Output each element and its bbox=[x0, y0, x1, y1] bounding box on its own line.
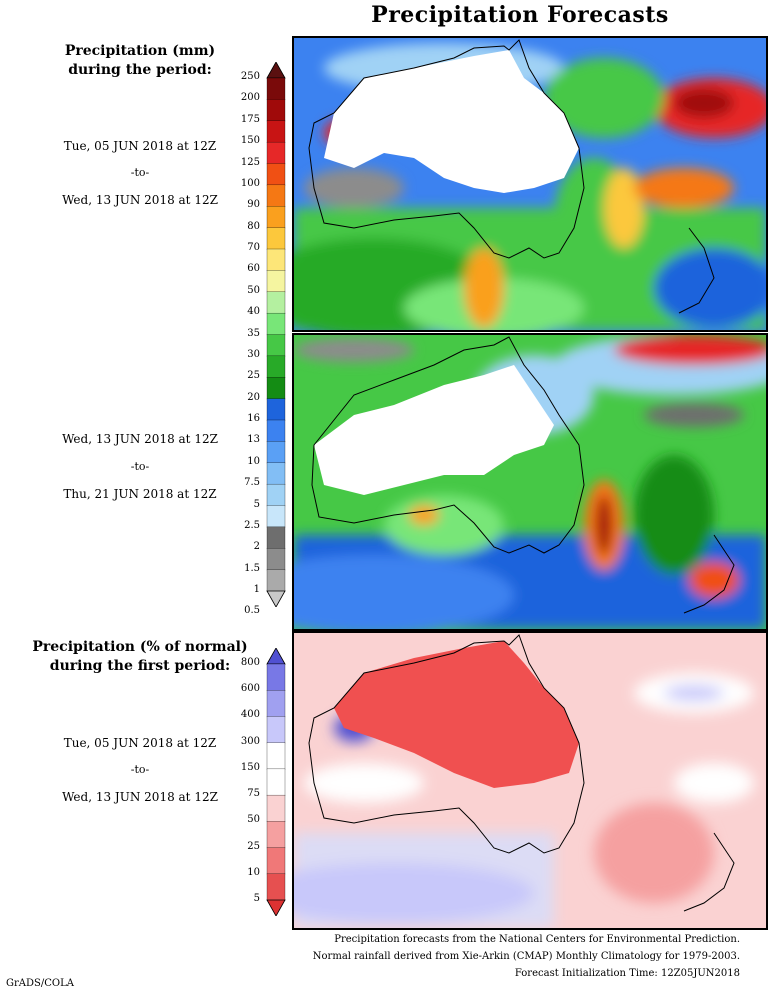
colorbar-tick-label: 50 bbox=[247, 814, 260, 826]
colorbar-segment bbox=[266, 548, 286, 571]
legend-bottom-heading-line1: Precipitation (% of normal) bbox=[32, 639, 248, 655]
colorbar-tick-label: 800 bbox=[240, 657, 260, 668]
map-percent-canvas bbox=[294, 633, 766, 928]
colorbar-tick-label: 0.5 bbox=[244, 605, 260, 617]
map-period2-canvas bbox=[294, 335, 766, 629]
colorbar-tick-label: 40 bbox=[247, 306, 260, 318]
period3-from: Tue, 05 JUN 2018 at 12Z bbox=[63, 736, 217, 750]
colorbar-tick-label: 20 bbox=[247, 391, 260, 403]
colorbar-tick-label: 400 bbox=[240, 709, 260, 721]
colorbar-tick-label: 10 bbox=[247, 866, 260, 878]
period3-sep: -to- bbox=[130, 763, 150, 776]
colorbar-tick-label: 200 bbox=[240, 92, 260, 104]
colorbar-tick-label: 13 bbox=[247, 434, 260, 446]
colorbar-tick-label: 2.5 bbox=[244, 519, 260, 531]
colorbar-segment bbox=[266, 873, 286, 901]
colorbar-segment bbox=[266, 821, 286, 849]
colorbar-top-arrow bbox=[266, 648, 286, 665]
map-period2-precip bbox=[292, 333, 768, 631]
colorbar-top-arrow bbox=[266, 62, 286, 79]
colorbar-segment bbox=[266, 569, 286, 592]
legend-top-heading-line2: during the period: bbox=[68, 62, 212, 78]
colorbar-segment bbox=[266, 334, 286, 357]
credit-label: GrADS/COLA bbox=[6, 978, 74, 989]
colorbar-segment bbox=[266, 206, 286, 229]
colorbar-tick-label: 150 bbox=[240, 761, 260, 773]
colorbar-tick-label: 90 bbox=[247, 199, 260, 211]
colorbar-segment bbox=[266, 663, 286, 691]
colorbar-tick-label: 25 bbox=[247, 370, 260, 382]
colorbar-tick-label: 25 bbox=[247, 840, 260, 852]
period1-sep: -to- bbox=[130, 166, 150, 179]
colorbar-segment bbox=[266, 120, 286, 143]
colorbar-bottom-arrow bbox=[266, 590, 286, 607]
period2-from: Wed, 13 JUN 2018 at 12Z bbox=[62, 432, 218, 446]
colorbar-tick-label: 5 bbox=[253, 498, 260, 510]
page-title: Precipitation Forecasts bbox=[371, 2, 669, 28]
colorbar-bottom-arrow bbox=[266, 899, 286, 916]
colorbar-tick-label: 5 bbox=[253, 893, 260, 904]
colorbar-tick-label: 1.5 bbox=[244, 562, 260, 574]
legend-top-heading-line1: Precipitation (mm) bbox=[64, 43, 216, 59]
colorbar-segment bbox=[266, 227, 286, 250]
colorbar-segment bbox=[266, 462, 286, 485]
colorbar-segment bbox=[266, 690, 286, 718]
colorbar-segment bbox=[266, 716, 286, 744]
colorbar-segment bbox=[266, 163, 286, 186]
colorbar-segment bbox=[266, 742, 286, 770]
footer-line1: Precipitation forecasts from the Nationa… bbox=[334, 934, 740, 945]
colorbar-segment bbox=[266, 291, 286, 314]
colorbar-tick-label: 30 bbox=[247, 348, 260, 360]
colorbar-tick-label: 75 bbox=[247, 788, 260, 800]
colorbar-segment bbox=[266, 768, 286, 796]
colorbar-tick-label: 125 bbox=[240, 156, 260, 168]
colorbar-tick-label: 10 bbox=[247, 455, 260, 467]
colorbar-tick-label: 60 bbox=[247, 263, 260, 275]
legend-bottom-heading-line2: during the first period: bbox=[49, 658, 231, 674]
colorbar-segment bbox=[266, 77, 286, 101]
colorbar-segment bbox=[266, 99, 286, 122]
colorbar-tick-label: 250 bbox=[240, 71, 260, 82]
colorbar-segment bbox=[266, 184, 286, 207]
colorbar-tick-label: 175 bbox=[240, 113, 260, 125]
colorbar-segment bbox=[266, 847, 286, 875]
colorbar-segment bbox=[266, 141, 286, 165]
colorbar-segment bbox=[266, 483, 286, 507]
colorbar-tick-label: 600 bbox=[240, 683, 260, 695]
precip-pct-colorbar bbox=[266, 648, 286, 916]
colorbar-segment bbox=[266, 248, 286, 272]
map-percent-of-normal bbox=[292, 631, 768, 930]
colorbar-tick-label: 100 bbox=[240, 177, 260, 189]
period2-sep: -to- bbox=[130, 460, 150, 473]
colorbar-tick-label: 300 bbox=[240, 735, 260, 747]
colorbar-tick-label: 150 bbox=[240, 135, 260, 147]
colorbar-segment bbox=[266, 794, 286, 822]
colorbar-tick-label: 50 bbox=[247, 284, 260, 296]
map-period1-precip bbox=[292, 36, 768, 332]
period2-to: Thu, 21 JUN 2018 at 12Z bbox=[63, 487, 217, 501]
colorbar-segment bbox=[266, 312, 286, 336]
colorbar-tick-label: 1 bbox=[253, 584, 260, 595]
colorbar-tick-label: 7.5 bbox=[244, 477, 260, 489]
footer-line2: Normal rainfall derived from Xie-Arkin (… bbox=[312, 951, 740, 962]
period1-to: Wed, 13 JUN 2018 at 12Z bbox=[62, 193, 218, 207]
colorbar-tick-label: 16 bbox=[247, 413, 260, 424]
colorbar-segment bbox=[266, 270, 286, 293]
colorbar-segment bbox=[266, 377, 286, 400]
colorbar-tick-label: 80 bbox=[247, 220, 260, 232]
colorbar-segment bbox=[266, 526, 286, 549]
colorbar-segment bbox=[266, 355, 286, 378]
precip-mm-colorbar bbox=[266, 62, 286, 607]
period1-from: Tue, 05 JUN 2018 at 12Z bbox=[63, 139, 217, 153]
footer-line3: Forecast Initialization Time: 12Z05JUN20… bbox=[514, 968, 740, 979]
map-period1-canvas bbox=[294, 38, 766, 330]
colorbar-segment bbox=[266, 441, 286, 464]
colorbar-tick-label: 35 bbox=[247, 327, 260, 339]
colorbar-tick-label: 70 bbox=[247, 242, 260, 253]
colorbar-segment bbox=[266, 419, 286, 443]
colorbar-segment bbox=[266, 505, 286, 528]
colorbar-segment bbox=[266, 398, 286, 421]
colorbar-tick-label: 2 bbox=[253, 541, 260, 553]
period3-to: Wed, 13 JUN 2018 at 12Z bbox=[62, 790, 218, 804]
